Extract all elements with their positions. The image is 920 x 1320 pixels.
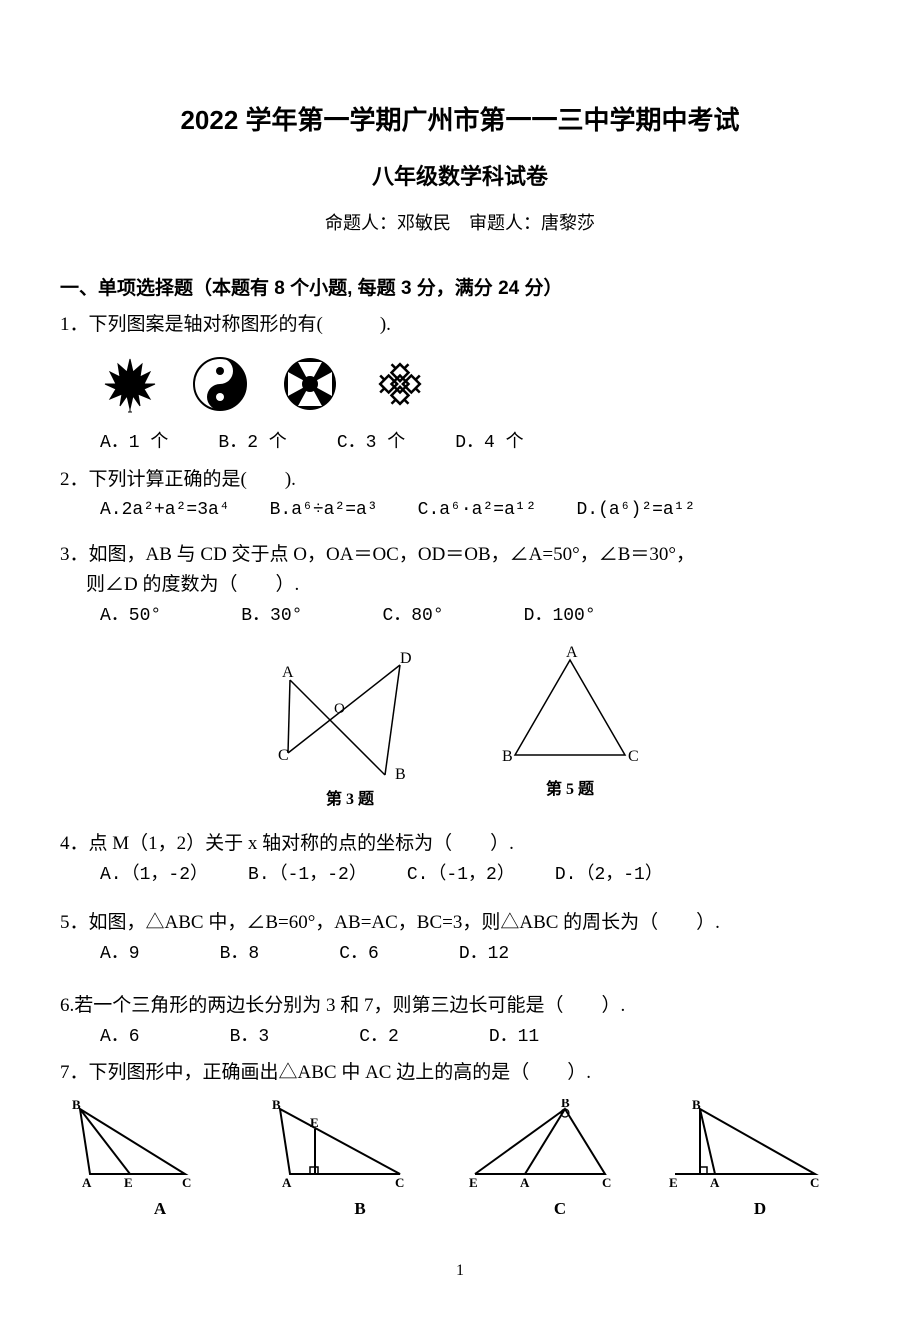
authors-line: 命题人：邓敏民 审题人：唐黎莎 (60, 209, 860, 235)
question-6: 6.若一个三角形的两边长分别为 3 和 7，则第三边长可能是（ ）. A．6 B… (60, 991, 860, 1052)
q7-figure-a: B A E C A (60, 1099, 260, 1222)
q6-options: A．6 B．3 C．2 D．11 (60, 1022, 860, 1053)
svg-text:B: B (395, 766, 406, 783)
q4-option-a: A.（1，-2） (100, 860, 208, 891)
q1-options: A．1 个 B．2 个 C．3 个 D．4 个 (60, 428, 860, 459)
q7-figure-c: B E A C C (460, 1099, 660, 1222)
svg-text:C: C (395, 1175, 404, 1189)
svg-text:B: B (561, 1099, 570, 1110)
q3-option-d: D．100° (524, 601, 596, 632)
figure-q5-label: 第 5 题 (490, 775, 650, 799)
question-6-text: 6.若一个三角形的两边长分别为 3 和 7，则第三边长可能是（ ）. (60, 991, 860, 1021)
figure-q3-label: 第 3 题 (270, 785, 430, 809)
svg-text:C: C (278, 747, 289, 764)
svg-text:C: C (602, 1175, 611, 1189)
q1-option-a: A．1 个 (100, 428, 168, 459)
q7-figure-b: B E A C B (260, 1099, 460, 1222)
knot-icon (370, 354, 430, 414)
q7-label-a: A (60, 1195, 260, 1222)
q2-options: A.2a²+a²=3a⁴ B.a⁶÷a²=a³ C.a⁶·a²=a¹² D.(a… (60, 495, 860, 526)
q1-option-c: C．3 个 (337, 428, 405, 459)
svg-text:A: A (282, 664, 294, 681)
question-7-text: 7．下列图形中，正确画出△ABC 中 AC 边上的高的是（ ）. (60, 1058, 860, 1088)
question-4-text: 4．点 M（1，2）关于 x 轴对称的点的坐标为（ ）. (60, 829, 860, 859)
q2-option-c: C.a⁶·a²=a¹² (418, 495, 537, 526)
question-3: 3．如图，AB 与 CD 交于点 O，OA＝OC，OD＝OB，∠A=50°，∠B… (60, 540, 860, 631)
svg-text:A: A (282, 1175, 292, 1189)
q2-option-a: A.2a²+a²=3a⁴ (100, 495, 230, 526)
q5-option-b: B．8 (220, 939, 260, 970)
figure-q3: A B C D O 第 3 题 (270, 645, 430, 809)
question-3-text-line2: 则∠D 的度数为（ ）. (60, 570, 860, 600)
question-7: 7．下列图形中，正确画出△ABC 中 AC 边上的高的是（ ）. B A E C… (60, 1058, 860, 1222)
section-heading: 一、单项选择题（本题有 8 个小题, 每题 3 分，满分 24 分） (60, 273, 860, 300)
q2-option-b: B.a⁶÷a²=a³ (270, 495, 378, 526)
q6-option-c: C．2 (359, 1022, 399, 1053)
svg-text:C: C (628, 748, 639, 765)
q3-q5-figures: A B C D O 第 3 题 A B C 第 5 题 (60, 645, 860, 809)
q5-option-a: A．9 (100, 939, 140, 970)
q5-option-c: C．6 (339, 939, 379, 970)
q4-option-b: B.（-1，-2） (248, 860, 367, 891)
question-3-text-line1: 3．如图，AB 与 CD 交于点 O，OA＝OC，OD＝OB，∠A=50°，∠B… (60, 540, 860, 570)
q4-option-c: C.（-1，2） (407, 860, 515, 891)
q4-option-d: D.（2，-1） (555, 860, 663, 891)
svg-text:A: A (82, 1175, 92, 1189)
q5-options: A．9 B．8 C．6 D．12 (60, 939, 860, 970)
yinyang-icon (190, 354, 250, 414)
question-1-text: 1．下列图案是轴对称图形的有( ). (60, 310, 860, 340)
svg-text:E: E (124, 1175, 133, 1189)
svg-text:C: C (810, 1175, 819, 1189)
q7-label-c: C (460, 1195, 660, 1222)
q5-option-d: D．12 (459, 939, 509, 970)
svg-text:B: B (502, 748, 513, 765)
svg-text:E: E (469, 1175, 478, 1189)
svg-text:B: B (692, 1099, 701, 1112)
q6-option-a: A．6 (100, 1022, 140, 1053)
svg-text:B: B (272, 1099, 281, 1112)
question-5: 5．如图，△ABC 中，∠B=60°，AB=AC，BC=3，则△ABC 的周长为… (60, 908, 860, 969)
svg-text:C: C (182, 1175, 191, 1189)
svg-text:D: D (400, 650, 412, 667)
question-2: 2．下列计算正确的是( ). A.2a²+a²=3a⁴ B.a⁶÷a²=a³ C… (60, 465, 860, 526)
q2-option-d: D.(a⁶)²=a¹² (576, 495, 695, 526)
svg-text:E: E (310, 1115, 319, 1130)
q7-label-d: D (660, 1195, 860, 1222)
svg-text:B: B (72, 1099, 81, 1112)
page-number: 1 (60, 1262, 860, 1280)
q7-figure-d: B E A C D (660, 1099, 860, 1222)
q4-options: A.（1，-2） B.（-1，-2） C.（-1，2） D.（2，-1） (60, 860, 860, 891)
q6-option-d: D．11 (489, 1022, 539, 1053)
question-1: 1．下列图案是轴对称图形的有( ). (60, 310, 860, 459)
figure-q5: A B C 第 5 题 (490, 645, 650, 809)
svg-text:O: O (334, 701, 345, 717)
q7-figures: B A E C A B E A C B (60, 1099, 860, 1222)
svg-text:A: A (566, 645, 578, 661)
exam-subtitle: 八年级数学科试卷 (60, 159, 860, 191)
svg-text:A: A (520, 1175, 530, 1189)
q1-option-b: B．2 个 (218, 428, 286, 459)
q3-option-a: A．50° (100, 601, 161, 632)
question-4: 4．点 M（1，2）关于 x 轴对称的点的坐标为（ ）. A.（1，-2） B.… (60, 829, 860, 890)
q1-option-d: D．4 个 (455, 428, 523, 459)
svg-text:E: E (669, 1175, 678, 1189)
q3-options: A．50° B．30° C．80° D．100° (60, 601, 860, 632)
exam-title: 2022 学年第一学期广州市第一一三中学期中考试 (60, 100, 860, 137)
aperture-icon (280, 354, 340, 414)
question-2-text: 2．下列计算正确的是( ). (60, 465, 860, 495)
q3-option-b: B．30° (241, 601, 302, 632)
svg-text:A: A (710, 1175, 720, 1189)
q1-figures (60, 354, 860, 414)
maple-leaf-icon (100, 354, 160, 414)
question-5-text: 5．如图，△ABC 中，∠B=60°，AB=AC，BC=3，则△ABC 的周长为… (60, 908, 860, 938)
q7-label-b: B (260, 1195, 460, 1222)
q6-option-b: B．3 (230, 1022, 270, 1053)
q3-option-c: C．80° (382, 601, 443, 632)
